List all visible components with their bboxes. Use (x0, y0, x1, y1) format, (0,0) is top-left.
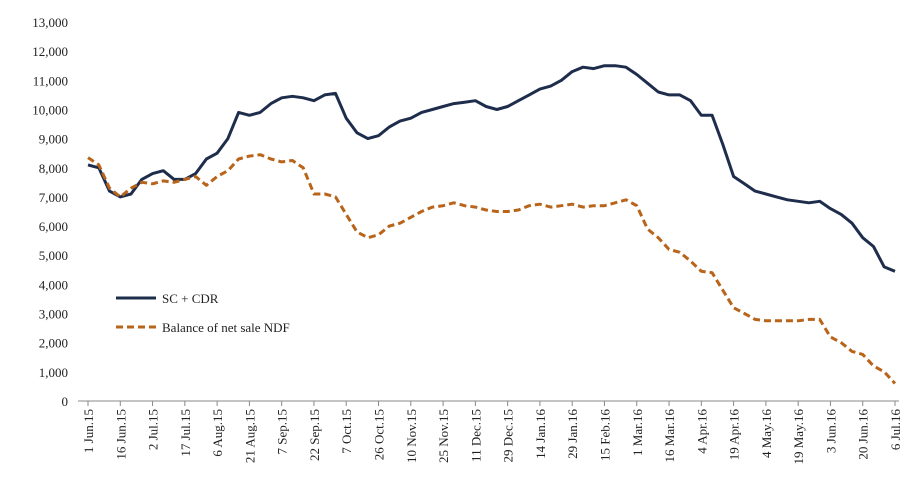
y-tick-label: 10,000 (32, 102, 68, 117)
x-tick-label: 21 Aug.15 (242, 409, 257, 463)
y-tick-label: 2,000 (39, 336, 68, 351)
series-line (87, 153, 897, 385)
legend-label: Balance of net sale NDF (162, 320, 290, 335)
x-tick-label: 6 Jul.16 (888, 409, 903, 451)
x-tick-label: 25 Nov.15 (436, 409, 451, 463)
x-tick-label: 15 Feb.16 (597, 409, 612, 462)
x-tick-label: 1 Jun.15 (81, 409, 96, 453)
x-tick-label: 26 Oct.15 (372, 409, 387, 460)
x-tick-label: 20 Jun.16 (856, 409, 871, 460)
x-tick-label: 11 Dec.15 (468, 409, 483, 462)
x-tick-label: 17 Jul.15 (178, 409, 193, 457)
y-tick-label: 12,000 (32, 44, 68, 59)
x-tick-label: 16 Jun.15 (113, 409, 128, 460)
y-tick-label: 11,000 (33, 73, 68, 88)
x-tick-label: 29 Dec.15 (501, 409, 516, 462)
y-tick-label: 4,000 (39, 277, 68, 292)
y-tick-label: 6,000 (39, 219, 68, 234)
x-tick-label: 4 May.16 (759, 409, 774, 458)
y-tick-label: 5,000 (39, 248, 68, 263)
y-tick-label: 1,000 (39, 365, 68, 380)
y-tick-label: 13,000 (32, 15, 68, 30)
y-tick-label: 7,000 (39, 190, 68, 205)
x-tick-label: 1 Mar.16 (630, 409, 645, 456)
x-tick-label: 10 Nov.15 (404, 409, 419, 463)
x-tick-label: 19 May.16 (791, 409, 806, 465)
x-tick-label: 6 Aug.15 (210, 409, 225, 457)
x-tick-label: 22 Sep.15 (307, 409, 322, 461)
x-tick-label: 2 Jul.15 (146, 409, 161, 450)
x-tick-label: 16 Mar.16 (662, 409, 677, 463)
y-tick-label: 8,000 (39, 161, 68, 176)
x-tick-label: 7 Oct.15 (339, 409, 354, 454)
x-tick-label: 3 Jun.16 (823, 409, 838, 454)
series-line (87, 64, 896, 273)
x-tick-label: 4 Apr.16 (694, 409, 709, 454)
x-tick-label: 29 Jan.16 (565, 409, 580, 459)
x-tick-label: 14 Jan.16 (533, 409, 548, 459)
x-tick-label: 19 Apr.16 (727, 409, 742, 461)
y-tick-label: 0 (62, 394, 69, 409)
x-tick-label: 7 Sep.15 (275, 409, 290, 455)
legend-label: SC + CDR (162, 291, 219, 306)
y-tick-label: 9,000 (39, 132, 68, 147)
y-tick-label: 3,000 (39, 307, 68, 322)
